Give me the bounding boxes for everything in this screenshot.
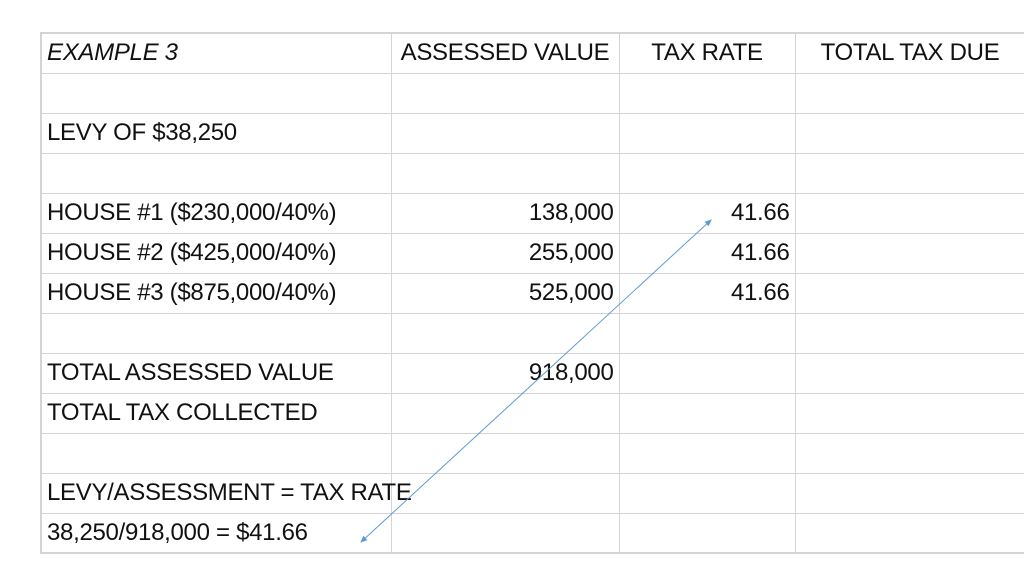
cell[interactable]: [618, 392, 796, 434]
levy-row: LEVY OF $38,250: [40, 112, 1024, 154]
house-tax-rate[interactable]: 41.66: [618, 272, 796, 314]
cell[interactable]: [794, 312, 1024, 354]
assessed-value-header[interactable]: ASSESSED VALUE: [390, 32, 620, 74]
cell[interactable]: [390, 472, 620, 514]
house-tax-rate[interactable]: 41.66: [618, 232, 796, 274]
total-tax-due-header[interactable]: TOTAL TAX DUE: [794, 32, 1024, 74]
house-label[interactable]: HOUSE #3 ($875,000/40%): [40, 272, 392, 314]
cell[interactable]: [794, 432, 1024, 474]
empty-row: [40, 152, 1024, 194]
cell[interactable]: [794, 192, 1024, 234]
cell[interactable]: [794, 72, 1024, 114]
cell[interactable]: [794, 272, 1024, 314]
formula-row: LEVY/ASSESSMENT = TAX RATE: [40, 472, 1024, 514]
cell[interactable]: [40, 152, 392, 194]
cell[interactable]: [618, 512, 796, 554]
house-assessed-value[interactable]: 255,000: [390, 232, 620, 274]
empty-row: [40, 312, 1024, 354]
cell[interactable]: [40, 432, 392, 474]
house-tax-rate[interactable]: 41.66: [618, 192, 796, 234]
house-row: HOUSE #2 ($425,000/40%) 255,000 41.66: [40, 232, 1024, 274]
cell[interactable]: [794, 152, 1024, 194]
house-assessed-value[interactable]: 525,000: [390, 272, 620, 314]
house-assessed-value[interactable]: 138,000: [390, 192, 620, 234]
total-collected-label[interactable]: TOTAL TAX COLLECTED: [40, 392, 392, 434]
levy-label[interactable]: LEVY OF $38,250: [40, 112, 392, 154]
house-label[interactable]: HOUSE #2 ($425,000/40%): [40, 232, 392, 274]
total-assessed-value[interactable]: 918,000: [390, 352, 620, 394]
total-assessed-label[interactable]: TOTAL ASSESSED VALUE: [40, 352, 392, 394]
cell[interactable]: [390, 392, 620, 434]
cell[interactable]: [794, 232, 1024, 274]
formula-calculation[interactable]: 38,250/918,000 = $41.66: [40, 512, 392, 554]
cell[interactable]: [618, 432, 796, 474]
cell[interactable]: [794, 512, 1024, 554]
cell[interactable]: [390, 312, 620, 354]
cell[interactable]: [794, 392, 1024, 434]
tax-table: EXAMPLE 3 ASSESSED VALUE TAX RATE TOTAL …: [40, 32, 1024, 554]
example-title[interactable]: EXAMPLE 3: [40, 32, 392, 74]
cell[interactable]: [794, 472, 1024, 514]
cell[interactable]: [40, 72, 392, 114]
header-row: EXAMPLE 3 ASSESSED VALUE TAX RATE TOTAL …: [40, 32, 1024, 74]
cell[interactable]: [390, 512, 620, 554]
cell[interactable]: [618, 352, 796, 394]
cell[interactable]: [40, 312, 392, 354]
cell[interactable]: [794, 112, 1024, 154]
tax-rate-header[interactable]: TAX RATE: [618, 32, 796, 74]
house-row: HOUSE #1 ($230,000/40%) 138,000 41.66: [40, 192, 1024, 234]
spreadsheet: EXAMPLE 3 ASSESSED VALUE TAX RATE TOTAL …: [40, 32, 1024, 562]
cell[interactable]: [390, 152, 620, 194]
formula-label[interactable]: LEVY/ASSESSMENT = TAX RATE: [40, 472, 412, 514]
total-assessed-row: TOTAL ASSESSED VALUE 918,000: [40, 352, 1024, 394]
house-label[interactable]: HOUSE #1 ($230,000/40%): [40, 192, 392, 234]
total-collected-row: TOTAL TAX COLLECTED: [40, 392, 1024, 434]
cell[interactable]: [390, 432, 620, 474]
cell[interactable]: [618, 472, 796, 514]
cell[interactable]: [618, 152, 796, 194]
cell[interactable]: [390, 72, 620, 114]
house-row: HOUSE #3 ($875,000/40%) 525,000 41.66: [40, 272, 1024, 314]
empty-row: [40, 72, 1024, 114]
calculation-row: 38,250/918,000 = $41.66: [40, 512, 1024, 554]
cell[interactable]: [618, 312, 796, 354]
cell[interactable]: [390, 112, 620, 154]
cell[interactable]: [618, 72, 796, 114]
empty-row: [40, 432, 1024, 474]
cell[interactable]: [794, 352, 1024, 394]
cell[interactable]: [618, 112, 796, 154]
